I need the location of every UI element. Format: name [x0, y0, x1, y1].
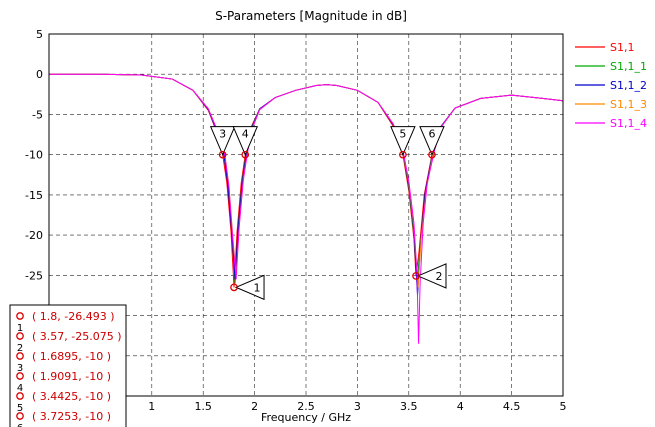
- readout-index: 5: [17, 403, 23, 414]
- readout-index: 2: [17, 343, 23, 354]
- x-tick-labels: 1 1.5 2 2.5 3 3.5 4 4.5 5: [148, 400, 566, 413]
- marker-triangle: [416, 263, 447, 289]
- readout-index: 6: [17, 423, 23, 427]
- readout-index: 1: [17, 323, 23, 334]
- marker-4: 4: [232, 126, 259, 159]
- readout-index: 4: [17, 383, 23, 394]
- x-tick-label: 4: [457, 400, 464, 413]
- y-tick-label: -15: [25, 189, 43, 202]
- marker-2: 2: [412, 263, 447, 289]
- marker-label: 5: [399, 128, 406, 141]
- legend-entry: S1,1_2: [610, 79, 647, 92]
- y-tick-label: -20: [25, 229, 43, 242]
- readout-marker-icon: [16, 332, 24, 340]
- marker-point: [230, 283, 238, 292]
- marker-label: 2: [435, 270, 442, 283]
- x-tick-label: 5: [560, 400, 567, 413]
- plot-frame: [48, 33, 564, 397]
- y-tick-label: 0: [36, 68, 43, 81]
- marker-1: 1: [230, 274, 265, 301]
- x-tick-label: 1: [148, 400, 155, 413]
- x-tick-label: 2: [251, 400, 258, 413]
- readout-value: ( 3.4425, -10 ): [32, 390, 111, 403]
- marker-triangle: [419, 126, 445, 156]
- marker-point: [428, 150, 436, 159]
- marker-annotations: 1 2 3 4 5 6: [209, 126, 447, 301]
- readout-marker-icon: [16, 372, 24, 380]
- readout-marker-icon: [16, 352, 24, 360]
- marker-triangle: [209, 126, 236, 156]
- marker-point: [399, 150, 407, 159]
- readout-marker-icon: [16, 312, 24, 320]
- y-tick-label: -10: [25, 149, 43, 162]
- chart-title: S-Parameters [Magnitude in dB]: [215, 9, 407, 23]
- x-tick-label: 4.5: [503, 400, 521, 413]
- marker-label: 1: [254, 281, 261, 294]
- marker-label: 4: [242, 128, 249, 141]
- x-axis-label: Frequency / GHz: [261, 411, 351, 424]
- marker-triangle: [390, 126, 416, 156]
- marker-3: 3: [209, 126, 236, 159]
- readout-index: 3: [17, 363, 23, 374]
- marker-5: 5: [390, 126, 416, 159]
- y-tick-label: 5: [36, 28, 43, 41]
- y-tick-label: -5: [32, 108, 43, 121]
- x-tick-label: 3.5: [400, 400, 418, 413]
- marker-triangle: [232, 126, 259, 156]
- readout-value: ( 1.9091, -10 ): [32, 370, 111, 383]
- readout-marker-icon: [16, 392, 24, 400]
- marker-point: [412, 272, 420, 280]
- readout-value: ( 1.8, -26.493 ): [32, 310, 115, 323]
- marker-6: 6: [419, 126, 445, 159]
- readout-box-frame: [9, 304, 127, 427]
- marker-label: 3: [219, 128, 226, 141]
- readout-value: ( 1.6895, -10 ): [32, 350, 111, 363]
- x-tick-label: 1.5: [194, 400, 212, 413]
- grid: [49, 34, 563, 396]
- marker-point: [241, 150, 250, 159]
- y-tick-label: -25: [25, 269, 43, 282]
- legend-entry: S1,1_1: [610, 60, 647, 73]
- marker-label: 6: [428, 128, 435, 141]
- legend-entry: S1,1_4: [610, 117, 647, 130]
- legend-entry: S1,1_3: [610, 98, 647, 111]
- readout-value: ( 3.7253, -10 ): [32, 410, 111, 423]
- y-tick-labels: 50-5-10-15-20-25-30: [25, 28, 43, 323]
- x-tick-label: 3: [354, 400, 361, 413]
- legend-entry: S1,1: [610, 41, 634, 54]
- x-tick-label: 2.5: [297, 400, 315, 413]
- marker-triangle: [234, 274, 265, 301]
- readout-marker-icon: [16, 412, 24, 420]
- marker-readout-box: 1 ( 1.8, -26.493 ) 2 ( 3.57, -25.075 ) 3 ( 1.…: [9, 304, 127, 427]
- legend: S1,1 S1,1_1 S1,1_2 S1,1_3 S1,1_4: [575, 41, 647, 130]
- marker-point: [218, 150, 227, 159]
- readout-value: ( 3.57, -25.075 ): [32, 330, 122, 343]
